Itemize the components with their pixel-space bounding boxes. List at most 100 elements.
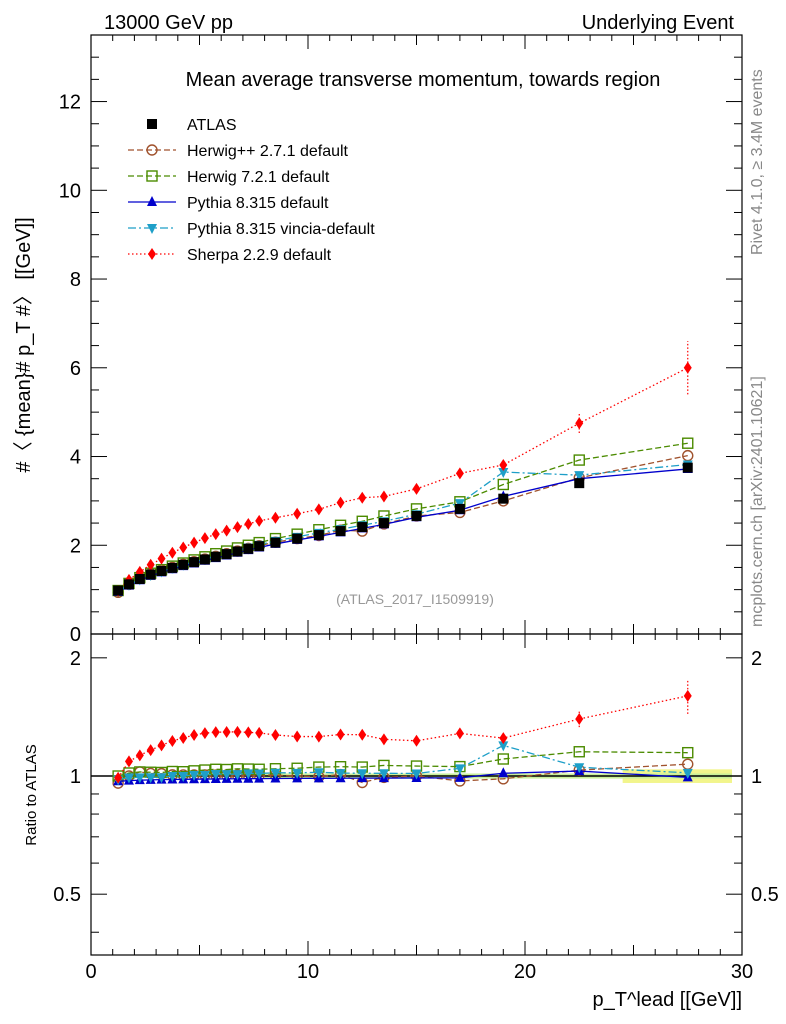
vincia-ratio-point <box>232 770 243 781</box>
sherpa-ratio-point <box>255 726 264 739</box>
sherpa-ratio-point <box>336 728 345 741</box>
atlas-point <box>357 522 368 533</box>
sherpa-point <box>336 496 345 509</box>
atlas-point <box>210 551 221 562</box>
sherpa-ratio-point <box>135 749 144 762</box>
sherpa-ratio-point <box>358 728 367 741</box>
y-tick-label: 6 <box>70 358 81 380</box>
sherpa-ratio-point <box>179 731 188 744</box>
legend-marker-sherpa <box>148 248 156 260</box>
atlas-point <box>254 541 265 552</box>
atlas-point <box>221 549 232 560</box>
sherpa-point <box>412 482 421 495</box>
sherpa-ratio-point <box>114 771 123 784</box>
vincia-ratio-point <box>254 769 265 780</box>
sherpa-ratio-point <box>146 744 155 757</box>
vincia-point <box>498 468 509 479</box>
herwig7-ratio-point <box>573 746 585 758</box>
atlas-point <box>145 569 156 580</box>
atlas-point <box>178 559 189 570</box>
sherpa-point <box>358 491 367 504</box>
sherpa-point <box>255 514 264 527</box>
y-tick-label: 10 <box>59 180 81 202</box>
ratio-frame <box>90 633 743 956</box>
sherpa-ratio-point <box>124 755 133 768</box>
atlas-point <box>292 533 303 544</box>
atlas-point <box>189 557 200 568</box>
herwig7-ratio-point <box>682 746 694 759</box>
y-tick-label: 8 <box>70 269 81 291</box>
sherpa-ratio-point <box>455 727 464 740</box>
legend-marker-vincia <box>147 224 157 234</box>
atlas-point <box>243 543 254 554</box>
vincia-ratio-point <box>682 768 693 779</box>
vincia-ratio-point <box>243 769 254 780</box>
vincia-ratio-point <box>335 769 346 780</box>
legend-label-herwig7: Herwig 7.2.1 default <box>187 169 330 186</box>
beam-label: 13000 GeV pp <box>104 12 233 34</box>
ratio-panel: 0 10 20 30 0.5 0.5 1 1 2 2 <box>53 633 779 983</box>
atlas-point <box>123 579 134 590</box>
sherpa-ratio-point <box>200 727 209 740</box>
x-tick-label: 10 <box>297 961 319 983</box>
sherpa-point <box>168 546 177 559</box>
vincia-ratio-point <box>270 768 281 779</box>
herwig7-ratio-line <box>117 751 688 777</box>
atlas-point <box>270 537 281 548</box>
sherpa-ratio-point <box>244 726 253 739</box>
sherpa-ratio-point <box>314 730 323 743</box>
atlas-point <box>378 518 389 529</box>
sherpa-ratio-point <box>379 733 388 746</box>
atlas-point <box>232 546 243 557</box>
vincia-ratio-point <box>221 770 232 781</box>
ratio-y-tick-label: 1 <box>70 766 81 788</box>
sherpa-point <box>157 552 166 565</box>
sherpa-point <box>211 528 220 541</box>
x-tick-label: 0 <box>85 961 96 983</box>
sherpa-ratio-point <box>499 732 508 745</box>
ratio-y-axis-label: Ratio to ATLAS <box>23 744 40 845</box>
legend-label-pythia: Pythia 8.315 default <box>187 195 329 212</box>
mcplots-label: mcplots.cern.ch [arXiv:2401.10621] <box>749 376 766 627</box>
herwig7-point <box>497 478 509 491</box>
vincia-ratio-point <box>167 772 178 783</box>
atlas-point <box>498 493 509 504</box>
vincia-ratio-point <box>189 770 200 781</box>
atlas-point <box>682 462 693 473</box>
legend-label-vincia: Pythia 8.315 vincia-default <box>187 221 375 238</box>
atlas-point <box>313 530 324 541</box>
sherpa-ratio-point <box>168 734 177 747</box>
sherpa-point <box>200 532 209 545</box>
x-tick-label: 30 <box>731 961 753 983</box>
legend-marker-atlas <box>147 119 157 129</box>
main-y-axis-label: #〈 {mean}# p_T #〉 [[GeV]] <box>13 217 35 472</box>
sherpa-point <box>683 361 692 374</box>
vincia-ratio-point <box>145 773 156 784</box>
vincia-ratio-point <box>574 763 585 774</box>
legend-label-atlas: ATLAS <box>187 117 237 134</box>
vincia-ratio-point <box>411 769 422 780</box>
legend-marker-herwigpp <box>146 144 158 156</box>
y-tick-label: 12 <box>59 92 81 114</box>
ratio-y-tick-label: 2 <box>70 648 81 670</box>
ratio-y-tick-label-right: 2 <box>751 648 762 670</box>
vincia-ratio-point <box>210 770 221 781</box>
vincia-ratio-point <box>313 768 324 779</box>
x-axis-label: p_T^lead [[GeV]] <box>593 989 742 1011</box>
y-tick-label: 0 <box>70 624 81 646</box>
sherpa-ratio-point <box>271 729 280 742</box>
vincia-line <box>117 463 688 592</box>
pythia-ratio-point <box>498 767 509 778</box>
vincia-point <box>574 471 585 482</box>
sherpa-ratio-point <box>412 734 421 747</box>
sherpa-point <box>190 536 199 549</box>
herwig7-ratio-point <box>497 753 509 765</box>
sherpa-point <box>499 458 508 471</box>
vincia-ratio-point <box>199 770 210 781</box>
sherpa-point <box>146 558 155 571</box>
vincia-ratio-point <box>134 773 145 784</box>
sherpa-ratio-point <box>222 726 231 739</box>
process-label: Underlying Event <box>582 12 735 34</box>
